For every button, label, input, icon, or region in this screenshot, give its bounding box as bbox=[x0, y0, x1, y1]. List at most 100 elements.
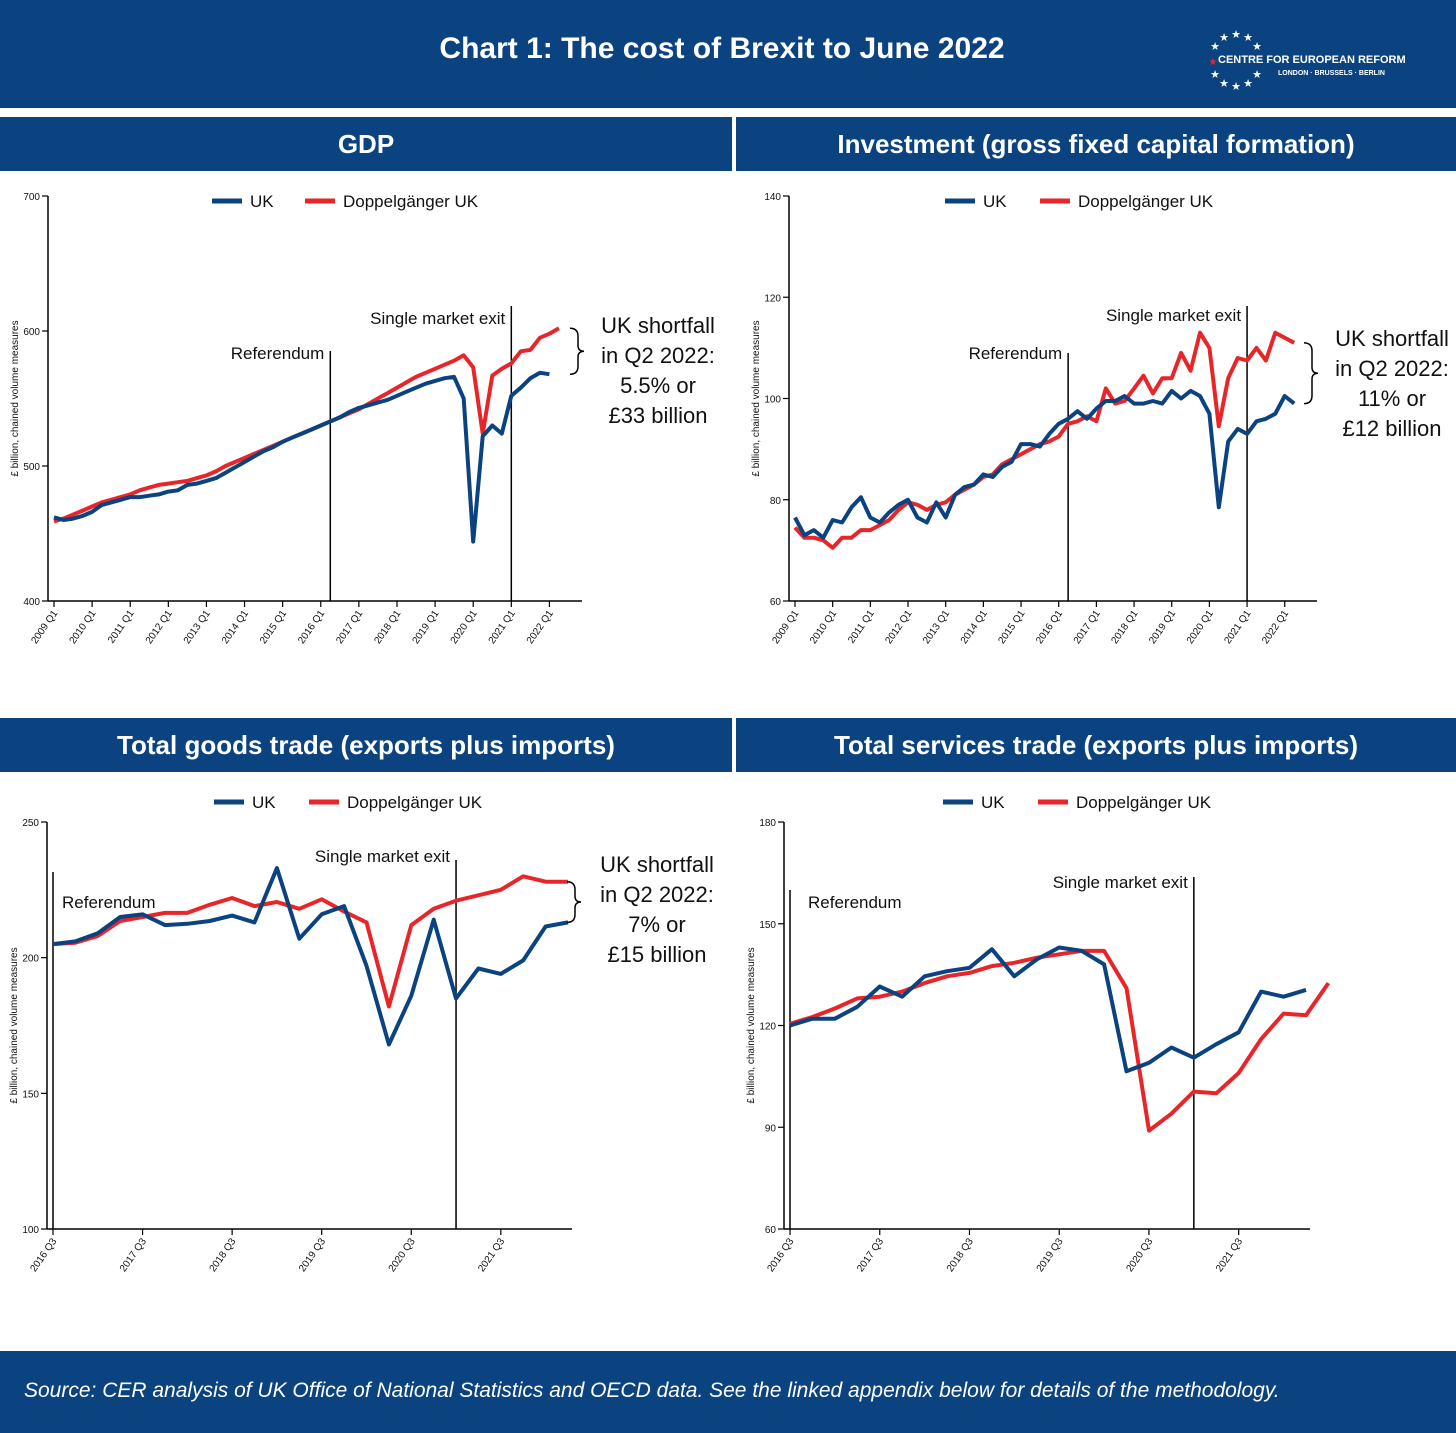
shortfall-text: in Q2 2022: bbox=[600, 882, 714, 907]
svg-text:★: ★ bbox=[1210, 69, 1220, 81]
svg-text:★: ★ bbox=[1252, 69, 1262, 81]
annotation-label: Single market exit bbox=[370, 309, 505, 328]
y-tick-label: 90 bbox=[765, 1123, 777, 1134]
series-line-uk bbox=[53, 370, 550, 544]
panel-header-investment: Investment (gross fixed capital formatio… bbox=[736, 117, 1456, 171]
panel-title: GDP bbox=[337, 129, 395, 159]
logo-text: CENTRE FOR EUROPEAN REFORM bbox=[1218, 54, 1406, 66]
svg-text:★: ★ bbox=[1219, 78, 1229, 90]
x-tick-label: 2018 Q1 bbox=[372, 608, 403, 646]
x-tick-label: 2014 Q1 bbox=[220, 608, 251, 646]
svg-text:★: ★ bbox=[1219, 32, 1229, 44]
x-tick-label: 2019 Q1 bbox=[411, 608, 442, 646]
x-tick-label: 2017 Q3 bbox=[118, 1236, 149, 1274]
legend-label-doppelganger: Doppelgänger UK bbox=[1076, 793, 1212, 812]
panel-title: Investment (gross fixed capital formatio… bbox=[837, 129, 1355, 159]
y-tick-label: 400 bbox=[23, 597, 40, 608]
header-band: Chart 1: The cost of Brexit to June 2022… bbox=[0, 0, 1456, 108]
y-tick-label: 600 bbox=[23, 327, 40, 338]
series-line-doppelganger bbox=[52, 874, 568, 1009]
y-tick-label: 250 bbox=[22, 818, 39, 829]
x-tick-label: 2021 Q3 bbox=[476, 1236, 507, 1274]
svg-text:★: ★ bbox=[1231, 81, 1241, 92]
y-tick-label: 60 bbox=[770, 597, 782, 608]
legend-label-doppelganger: Doppelgänger UK bbox=[347, 793, 483, 812]
shortfall-text: 11% or bbox=[1358, 386, 1426, 411]
y-tick-label: 100 bbox=[764, 395, 781, 406]
x-tick-label: 2020 Q1 bbox=[449, 608, 480, 646]
annotation-label: Referendum bbox=[231, 344, 325, 363]
cer-logo: ★ ★ ★ ★ ★ ★ ★ ★ ★ ★ ★ CENTRE FOR EUROPEAN REFO… bbox=[1204, 28, 1414, 92]
chart-gdp: 400 500 600 700 £ billion, chained volume me… bbox=[10, 192, 715, 646]
svg-text:★: ★ bbox=[1243, 32, 1253, 44]
svg-text:★: ★ bbox=[1231, 29, 1241, 41]
shortfall-text: UK shortfall bbox=[601, 313, 715, 338]
source-note: Source: CER analysis of UK Office of Nat… bbox=[24, 1379, 1280, 1402]
y-tick-label: 80 bbox=[770, 496, 782, 507]
shortfall-text: UK shortfall bbox=[1335, 326, 1449, 351]
legend-label-uk: UK bbox=[983, 192, 1007, 211]
shortfall-text: in Q2 2022: bbox=[1335, 356, 1449, 381]
series-line-uk bbox=[789, 945, 1307, 1074]
panel-header-services: Total services trade (exports plus impor… bbox=[736, 718, 1456, 772]
y-tick-label: 200 bbox=[22, 954, 39, 965]
x-tick-label: 2011 Q1 bbox=[106, 608, 137, 645]
x-tick-label: 2015 Q1 bbox=[996, 608, 1027, 646]
y-axis-label: £ billion, chained volume measures bbox=[751, 320, 762, 476]
shortfall-brace bbox=[1303, 342, 1319, 405]
y-axis-label: £ billion, chained volume measures bbox=[746, 947, 757, 1103]
chart-services: 60 90 120 150 180 £ billion, chained volume m… bbox=[746, 793, 1331, 1274]
svg-text:★: ★ bbox=[1210, 41, 1220, 53]
panel-title: Total services trade (exports plus impor… bbox=[834, 730, 1358, 760]
x-tick-label: 2018 Q3 bbox=[208, 1236, 239, 1274]
legend-label-uk: UK bbox=[981, 793, 1005, 812]
annotation-label: Referendum bbox=[62, 893, 156, 912]
x-tick-label: 2012 Q1 bbox=[144, 608, 175, 646]
x-tick-label: 2016 Q1 bbox=[1034, 608, 1065, 646]
x-tick-label: 2022 Q1 bbox=[525, 608, 556, 646]
x-tick-label: 2019 Q1 bbox=[1147, 608, 1178, 646]
x-tick-label: 2022 Q1 bbox=[1260, 608, 1291, 646]
chart-investment: 60 80 100 120 140 £ billion, chained volume m… bbox=[751, 192, 1449, 646]
x-tick-label: 2013 Q1 bbox=[182, 608, 213, 646]
y-tick-label: 120 bbox=[759, 1022, 776, 1033]
y-tick-label: 150 bbox=[22, 1089, 39, 1100]
x-tick-label: 2017 Q1 bbox=[334, 608, 365, 646]
x-tick-label: 2016 Q3 bbox=[28, 1236, 59, 1274]
shortfall-text: £15 billion bbox=[607, 942, 706, 967]
shortfall-text: £12 billion bbox=[1342, 416, 1441, 441]
y-axis-label: £ billion, chained volume measures bbox=[9, 947, 20, 1103]
shortfall-text: 5.5% or bbox=[620, 373, 696, 398]
x-tick-label: 2017 Q3 bbox=[855, 1236, 886, 1274]
y-tick-label: 100 bbox=[22, 1225, 39, 1236]
shortfall-text: 7% or bbox=[628, 912, 685, 937]
x-tick-label: 2012 Q1 bbox=[883, 608, 914, 646]
legend-label-doppelganger: Doppelgänger UK bbox=[343, 192, 479, 211]
x-tick-label: 2019 Q3 bbox=[297, 1236, 328, 1274]
annotation-label: Referendum bbox=[808, 893, 902, 912]
shortfall-text: £33 billion bbox=[608, 403, 707, 428]
page-title: Chart 1: The cost of Brexit to June 2022 bbox=[439, 32, 1005, 65]
series-line-doppelganger bbox=[789, 948, 1331, 1133]
divider bbox=[0, 108, 1456, 113]
shortfall-text: in Q2 2022: bbox=[601, 343, 715, 368]
y-tick-label: 500 bbox=[23, 462, 40, 473]
annotation-label: Single market exit bbox=[1106, 306, 1241, 325]
x-tick-label: 2018 Q1 bbox=[1109, 608, 1140, 646]
svg-text:★: ★ bbox=[1252, 41, 1262, 53]
x-tick-label: 2018 Q3 bbox=[945, 1236, 976, 1274]
y-tick-label: 180 bbox=[759, 818, 776, 829]
svg-text:★: ★ bbox=[1209, 57, 1218, 68]
x-tick-label: 2020 Q3 bbox=[1124, 1236, 1155, 1274]
annotation-label: Referendum bbox=[969, 344, 1063, 363]
panel-title: Total goods trade (exports plus imports) bbox=[117, 730, 615, 760]
x-tick-label: 2019 Q3 bbox=[1035, 1236, 1066, 1274]
shortfall-text: UK shortfall bbox=[600, 852, 714, 877]
panel-header-goods: Total goods trade (exports plus imports) bbox=[0, 718, 732, 772]
y-tick-label: 150 bbox=[759, 920, 776, 931]
x-tick-label: 2017 Q1 bbox=[1072, 608, 1103, 646]
shortfall-brace bbox=[569, 327, 585, 375]
annotation-label: Single market exit bbox=[1053, 873, 1188, 892]
x-tick-label: 2010 Q1 bbox=[808, 608, 839, 646]
panel-header-gdp: GDP bbox=[0, 117, 732, 171]
